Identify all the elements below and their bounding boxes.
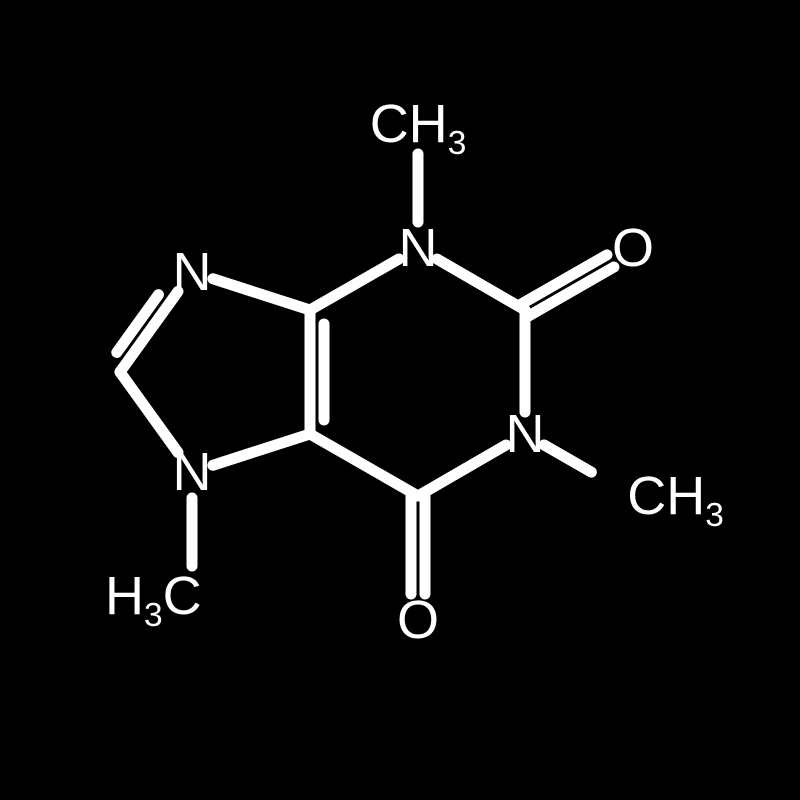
atom-N7: N <box>173 245 212 299</box>
atom-N3: N <box>506 407 545 461</box>
atom-O4: O <box>397 593 439 647</box>
atom-M9: H3C <box>105 569 202 623</box>
atom-O2: O <box>612 221 654 275</box>
atom-M3: CH3 <box>627 469 724 523</box>
atom-M1: CH3 <box>370 97 467 151</box>
atom-N1: N <box>399 221 438 275</box>
atom-N9: N <box>173 445 212 499</box>
